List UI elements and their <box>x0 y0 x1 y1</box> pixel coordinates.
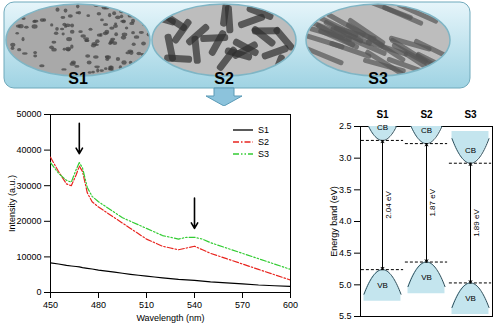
svg-text:Wavelength (nm): Wavelength (nm) <box>136 313 204 323</box>
svg-text:Intensity (a.u.): Intensity (a.u.) <box>7 175 17 232</box>
svg-text:4.5: 4.5 <box>339 248 352 258</box>
svg-text:CB: CB <box>465 146 476 155</box>
svg-text:S2: S2 <box>420 109 433 120</box>
svg-text:4.0: 4.0 <box>339 216 352 226</box>
svg-text:600: 600 <box>283 300 298 310</box>
html-text:S1: S1 <box>258 125 269 135</box>
svg-text:510: 510 <box>139 300 154 310</box>
svg-text:S1: S1 <box>68 70 88 87</box>
svg-text:540: 540 <box>187 300 202 310</box>
svg-text:Energy band (eV): Energy band (eV) <box>329 186 339 257</box>
svg-text:CB: CB <box>421 126 432 135</box>
svg-text:S1: S1 <box>376 109 389 120</box>
svg-text:40000: 40000 <box>16 145 41 155</box>
svg-text:VB: VB <box>465 294 476 303</box>
svg-text:VB: VB <box>377 281 388 290</box>
svg-text:3.0: 3.0 <box>339 153 352 163</box>
svg-text:1.89 eV: 1.89 eV <box>472 209 481 237</box>
svg-text:VB: VB <box>421 273 432 282</box>
svg-text:3.5: 3.5 <box>339 185 352 195</box>
svg-text:10000: 10000 <box>16 252 41 262</box>
svg-text:5.5: 5.5 <box>339 311 352 321</box>
svg-text:S3: S3 <box>464 109 477 120</box>
svg-text:480: 480 <box>91 300 106 310</box>
svg-text:30000: 30000 <box>16 181 41 191</box>
svg-text:5.0: 5.0 <box>339 280 352 290</box>
svg-text:2.5: 2.5 <box>339 121 352 131</box>
svg-text:S2: S2 <box>214 70 234 87</box>
svg-text:1.87 eV: 1.87 eV <box>428 188 437 216</box>
html-text:S2: S2 <box>258 137 269 147</box>
svg-text:20000: 20000 <box>16 216 41 226</box>
html-text:S3: S3 <box>258 149 269 159</box>
svg-text:2.04 eV: 2.04 eV <box>384 191 393 219</box>
svg-text:450: 450 <box>43 300 58 310</box>
svg-text:S3: S3 <box>368 70 388 87</box>
svg-text:50000: 50000 <box>16 109 41 119</box>
svg-text:0: 0 <box>36 287 41 297</box>
svg-text:570: 570 <box>235 300 250 310</box>
svg-text:CB: CB <box>377 123 388 132</box>
